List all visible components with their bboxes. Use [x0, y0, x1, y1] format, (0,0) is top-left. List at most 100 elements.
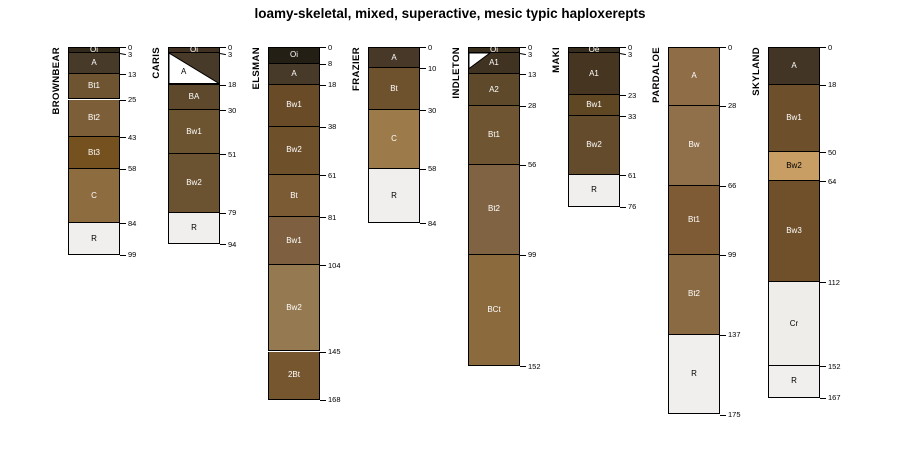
depth-tick-label: 58 — [428, 164, 437, 174]
depth-tick-label: 0 — [528, 42, 533, 52]
depth-tick-label: 3 — [528, 50, 533, 59]
depth-tick-line — [120, 223, 126, 225]
horizon-caris-bw2: Bw2 — [168, 154, 220, 213]
horizon-indleton-oi: Oi — [468, 45, 520, 55]
series-name-skyland: SKYLAND — [751, 47, 762, 96]
depth-tick-line — [620, 175, 626, 177]
series-name-pardaloe: PARDALOE — [651, 47, 662, 103]
horizon-label: A2 — [489, 84, 499, 94]
depth-tick-label: 99 — [528, 250, 537, 260]
horizon-label: Oi — [490, 45, 498, 55]
depth-tick-label: 38 — [328, 122, 337, 132]
depth-tick-label: 28 — [728, 101, 737, 111]
depth-tick-label: 3 — [228, 50, 233, 59]
depth-tick-line — [820, 152, 826, 153]
horizon-label: A1 — [589, 68, 599, 78]
depth-tick-line — [320, 175, 326, 177]
depth-tick-label: 76 — [628, 202, 637, 212]
horizon-label: Bw2 — [186, 177, 202, 187]
depth-tick-line — [220, 212, 226, 214]
horizon-label: Bw1 — [586, 100, 602, 110]
horizon-label: Bw — [688, 140, 700, 150]
depth-tick-label: 30 — [228, 105, 237, 115]
depth-tick-label: 167 — [828, 393, 841, 403]
depth-tick-label: 61 — [628, 170, 637, 180]
depth-tick-line — [520, 105, 526, 107]
depth-tick-line — [720, 185, 726, 187]
depth-tick-label: 66 — [728, 181, 737, 191]
depth-tick-label: 18 — [228, 80, 237, 90]
depth-tick-label: 30 — [428, 105, 437, 115]
horizon-label: Bt2 — [87, 112, 100, 122]
depth-tick-line — [320, 217, 326, 219]
depth-tick-label: 64 — [828, 176, 837, 186]
depth-tick-label: 152 — [528, 361, 541, 371]
depth-tick-line — [820, 397, 826, 399]
horizon-label: BCt — [487, 305, 501, 315]
horizon-label: Oi — [90, 45, 98, 55]
depth-tick-line — [520, 366, 526, 368]
series-name-frazier: FRAZIER — [351, 47, 362, 91]
depth-tick-line — [320, 351, 326, 353]
depth-tick-label: 137 — [728, 330, 741, 340]
depth-tick-label: 10 — [428, 63, 437, 73]
horizon-brownbear-bt2: Bt2 — [68, 99, 120, 138]
depth-tick-line — [320, 63, 326, 65]
horizon-maki-bw1: Bw1 — [568, 95, 620, 117]
horizon-label: A — [291, 68, 297, 78]
depth-tick-line — [420, 47, 426, 48]
depth-tick-line — [120, 254, 126, 256]
horizon-indleton-bt2: Bt2 — [468, 164, 520, 255]
depth-tick-label: 8 — [328, 59, 333, 69]
horizon-label: A — [391, 52, 397, 62]
depth-tick-label: 58 — [128, 164, 137, 174]
depth-tick-label: 3 — [128, 50, 133, 59]
horizon-indleton-a1: A1 — [468, 53, 520, 75]
depth-tick-line — [720, 414, 726, 416]
horizon-label: 2Bt — [287, 370, 300, 380]
depth-tick-line — [820, 181, 826, 183]
horizon-label: R — [391, 190, 397, 200]
horizon-label: Bw2 — [286, 302, 302, 312]
depth-tick-label: 94 — [228, 239, 237, 249]
horizon-pardaloe-a: A — [668, 47, 720, 106]
horizon-pardaloe-bt1: Bt1 — [668, 185, 720, 255]
horizon-elsman-bw2: Bw2 — [268, 126, 320, 176]
depth-tick-line — [420, 110, 426, 111]
horizon-label: Bw1 — [286, 235, 302, 245]
horizon-label: R — [91, 233, 97, 243]
depth-tick-label: 3 — [628, 50, 633, 59]
depth-tick-label: 0 — [128, 42, 133, 52]
horizon-elsman-bw2: Bw2 — [268, 265, 320, 352]
horizon-wedge — [469, 53, 519, 73]
horizon-label: Bt1 — [87, 81, 100, 91]
horizon-wedge — [169, 53, 219, 84]
depth-tick-label: 0 — [828, 42, 833, 52]
horizon-label: C — [91, 190, 97, 200]
depth-tick-line — [520, 47, 526, 48]
depth-tick-line — [720, 105, 726, 107]
horizon-elsman-2bt: 2Bt — [268, 351, 320, 400]
horizon-label: Cr — [789, 318, 799, 328]
depth-tick-label: 168 — [328, 395, 341, 405]
horizon-label: Bw2 — [586, 140, 602, 150]
horizon-skyland-bw1: Bw1 — [768, 84, 820, 152]
depth-tick-label: 84 — [128, 218, 137, 228]
horizon-caris-a: A — [168, 53, 220, 85]
depth-tick-label: 0 — [328, 42, 333, 52]
horizon-pardaloe-r: R — [668, 334, 720, 415]
horizon-elsman-a: A — [268, 63, 320, 85]
horizon-label: Bt — [390, 83, 398, 93]
horizon-label: Oe — [588, 45, 600, 55]
depth-tick-label: 28 — [528, 101, 537, 111]
depth-tick-line — [320, 399, 326, 401]
depth-tick-label: 13 — [128, 69, 137, 79]
horizon-caris-ba: BA — [168, 84, 220, 110]
depth-tick-line — [220, 110, 226, 111]
horizon-label: R — [591, 185, 597, 195]
horizon-caris-bw1: Bw1 — [168, 110, 220, 155]
series-name-caris: CARIS — [151, 47, 162, 79]
horizon-elsman-bt: Bt — [268, 175, 320, 218]
depth-tick-line — [620, 47, 626, 48]
